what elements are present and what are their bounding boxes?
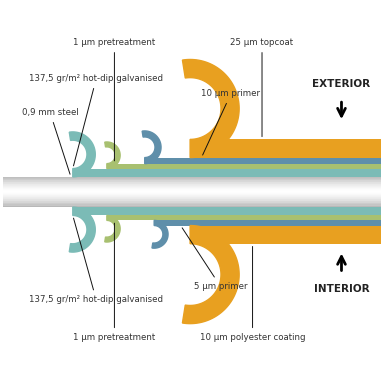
Polygon shape: [152, 220, 168, 248]
Text: 10 μm primer: 10 μm primer: [202, 89, 260, 155]
Bar: [3, 177, 381, 178]
Bar: [3, 195, 381, 196]
Bar: [3, 194, 381, 195]
Bar: [3, 183, 381, 184]
Bar: [3, 203, 381, 204]
Bar: [190, 139, 381, 157]
Bar: [3, 204, 381, 205]
Bar: [3, 202, 381, 203]
Bar: [3, 205, 381, 206]
Bar: [190, 225, 381, 244]
Text: 25 μm topcoat: 25 μm topcoat: [230, 38, 294, 137]
Bar: [3, 179, 381, 180]
Bar: [73, 207, 381, 215]
Bar: [3, 182, 381, 183]
Polygon shape: [142, 131, 161, 164]
Text: 5 μm primer: 5 μm primer: [182, 228, 247, 291]
Bar: [3, 201, 381, 202]
Text: 137,5 gr/m² hot-dip galvanised: 137,5 gr/m² hot-dip galvanised: [29, 218, 163, 305]
Text: EXTERIOR: EXTERIOR: [313, 79, 371, 89]
Bar: [3, 189, 381, 190]
Bar: [3, 199, 381, 200]
Bar: [3, 198, 381, 199]
Bar: [3, 186, 381, 187]
Bar: [3, 188, 381, 189]
Text: 10 μm polyester coating: 10 μm polyester coating: [200, 247, 305, 342]
Text: INTERIOR: INTERIOR: [314, 283, 369, 293]
Text: 0,9 mm steel: 0,9 mm steel: [22, 108, 78, 174]
Bar: [3, 178, 381, 179]
Bar: [3, 196, 381, 197]
Polygon shape: [105, 142, 120, 169]
Bar: [3, 192, 381, 193]
Bar: [3, 181, 381, 182]
Polygon shape: [69, 207, 95, 252]
Bar: [107, 215, 381, 220]
Polygon shape: [182, 225, 239, 324]
Bar: [3, 197, 381, 198]
Polygon shape: [182, 60, 239, 157]
Bar: [3, 200, 381, 201]
Bar: [3, 193, 381, 194]
Bar: [3, 206, 381, 207]
Text: 137,5 gr/m² hot-dip galvanised: 137,5 gr/m² hot-dip galvanised: [29, 74, 163, 166]
Text: 1 μm pretreatment: 1 μm pretreatment: [73, 223, 156, 342]
Bar: [3, 180, 381, 181]
Bar: [107, 164, 381, 169]
Bar: [3, 185, 381, 186]
Bar: [73, 169, 381, 177]
Bar: [3, 191, 381, 192]
Bar: [3, 184, 381, 185]
Text: 1 μm pretreatment: 1 μm pretreatment: [73, 38, 156, 161]
Bar: [3, 190, 381, 191]
Bar: [3, 187, 381, 188]
Bar: [154, 220, 381, 225]
Bar: [145, 157, 381, 164]
Polygon shape: [105, 215, 120, 242]
Polygon shape: [69, 132, 95, 177]
